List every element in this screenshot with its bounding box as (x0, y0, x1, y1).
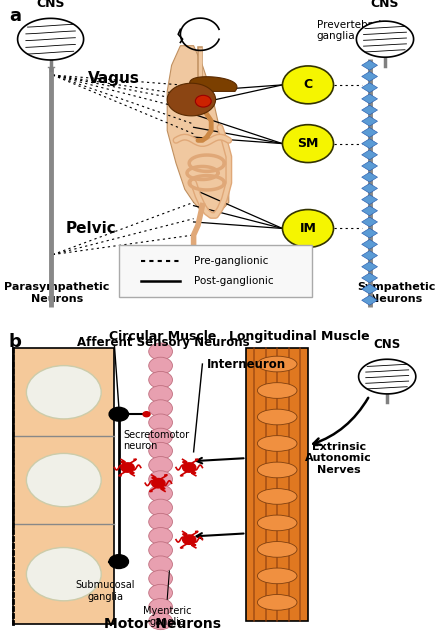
Polygon shape (362, 284, 378, 294)
Polygon shape (356, 21, 414, 57)
Circle shape (195, 95, 211, 107)
Circle shape (149, 343, 172, 360)
Text: CNS: CNS (371, 0, 399, 10)
Ellipse shape (257, 541, 297, 557)
Polygon shape (362, 139, 378, 148)
Polygon shape (362, 251, 378, 260)
Ellipse shape (257, 568, 297, 584)
Polygon shape (362, 217, 378, 227)
Ellipse shape (257, 356, 297, 372)
Circle shape (149, 357, 172, 374)
Circle shape (149, 527, 172, 545)
Polygon shape (362, 262, 378, 271)
Circle shape (282, 125, 334, 163)
Ellipse shape (257, 436, 297, 451)
Polygon shape (362, 239, 378, 249)
Circle shape (152, 479, 165, 488)
Polygon shape (362, 184, 378, 193)
Circle shape (149, 456, 172, 474)
Polygon shape (362, 296, 378, 305)
Text: Vagus: Vagus (88, 71, 140, 86)
Text: Pre-ganglionic: Pre-ganglionic (194, 256, 268, 266)
Polygon shape (362, 83, 378, 93)
Text: Pelvic: Pelvic (66, 221, 117, 236)
Polygon shape (362, 195, 378, 204)
Circle shape (149, 541, 172, 559)
Ellipse shape (257, 515, 297, 531)
Bar (13, 348, 114, 625)
Polygon shape (362, 60, 378, 70)
Text: CNS: CNS (37, 0, 65, 10)
Circle shape (149, 442, 172, 460)
Text: C: C (304, 78, 312, 92)
Text: IM: IM (300, 222, 316, 235)
Polygon shape (362, 116, 378, 126)
Circle shape (149, 414, 172, 431)
Text: Circular Muscle: Circular Muscle (109, 330, 216, 342)
Circle shape (149, 386, 172, 403)
Polygon shape (362, 127, 378, 138)
Text: SM: SM (297, 137, 319, 150)
Text: CNS: CNS (374, 339, 401, 351)
Polygon shape (362, 228, 378, 238)
Polygon shape (362, 105, 378, 115)
Circle shape (149, 371, 172, 388)
Text: Afferent Sensory Neurons: Afferent Sensory Neurons (77, 336, 249, 349)
Polygon shape (167, 83, 216, 116)
Text: Secretomotor
neuron: Secretomotor neuron (123, 430, 189, 451)
Circle shape (26, 365, 101, 419)
Circle shape (149, 485, 172, 502)
Polygon shape (362, 172, 378, 182)
Polygon shape (167, 45, 229, 216)
Circle shape (282, 66, 334, 104)
Text: Post-ganglionic: Post-ganglionic (194, 276, 273, 286)
Text: Prevertebral
ganglia: Prevertebral ganglia (317, 20, 381, 41)
Polygon shape (362, 273, 378, 283)
Circle shape (143, 412, 150, 417)
Circle shape (149, 556, 172, 573)
Polygon shape (18, 19, 84, 60)
Text: Sympathetic
Neurons: Sympathetic Neurons (357, 282, 436, 303)
Polygon shape (359, 359, 416, 394)
Circle shape (149, 499, 172, 516)
Circle shape (26, 453, 101, 507)
Bar (246, 348, 308, 621)
Circle shape (149, 428, 172, 445)
Text: Extrinsic
Autonomic
Nerves: Extrinsic Autonomic Nerves (305, 442, 372, 475)
Circle shape (149, 400, 172, 417)
Ellipse shape (257, 383, 297, 398)
FancyBboxPatch shape (119, 244, 312, 297)
Circle shape (149, 513, 172, 531)
Polygon shape (362, 72, 378, 81)
Text: Motor Neurons: Motor Neurons (104, 616, 221, 630)
Text: Parasympathetic
Neurons: Parasympathetic Neurons (4, 282, 110, 303)
Ellipse shape (257, 595, 297, 610)
Circle shape (149, 598, 172, 616)
Circle shape (149, 584, 172, 601)
Circle shape (109, 555, 128, 568)
Polygon shape (362, 161, 378, 171)
Ellipse shape (257, 409, 297, 425)
Text: Interneuron: Interneuron (207, 358, 286, 371)
Text: Submucosal
ganglia: Submucosal ganglia (76, 580, 136, 602)
Circle shape (149, 570, 172, 587)
Circle shape (183, 463, 196, 472)
Circle shape (149, 612, 172, 630)
Ellipse shape (257, 488, 297, 504)
Polygon shape (190, 77, 237, 106)
Circle shape (183, 535, 196, 545)
Circle shape (282, 209, 334, 248)
Circle shape (26, 547, 101, 601)
Text: Myenteric
ganglia: Myenteric ganglia (143, 605, 191, 627)
Text: Longitudinal Muscle: Longitudinal Muscle (229, 330, 370, 342)
Circle shape (149, 471, 172, 488)
Text: b: b (9, 333, 22, 351)
Text: a: a (9, 6, 21, 24)
Polygon shape (362, 150, 378, 160)
Circle shape (121, 463, 134, 472)
Circle shape (109, 407, 128, 421)
Polygon shape (362, 94, 378, 104)
Polygon shape (362, 206, 378, 216)
Ellipse shape (257, 462, 297, 478)
